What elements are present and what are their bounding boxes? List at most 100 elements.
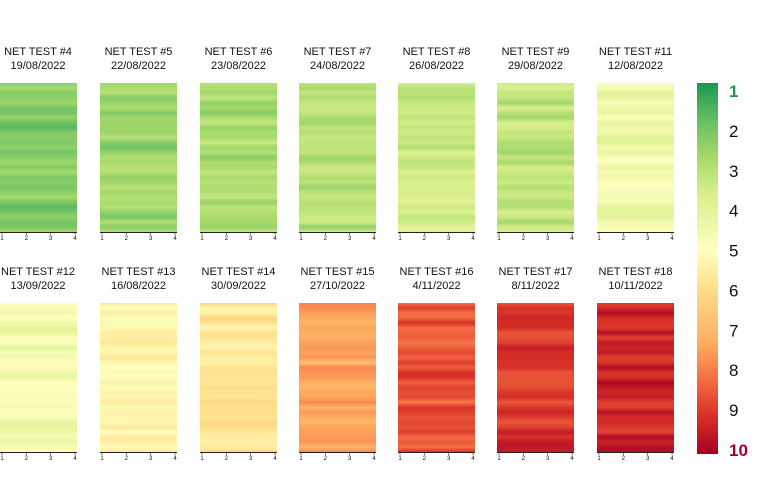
heatmap-cells xyxy=(497,303,574,452)
x-tick-label: 3 xyxy=(546,456,550,462)
panel-title: NET TEST #18 xyxy=(599,266,673,278)
panel-date: 12/08/2022 xyxy=(608,60,663,72)
heatmap-panel: NET TEST #8 26/08/2022 1 2 3 4 xyxy=(398,46,475,242)
colorbar-gradient xyxy=(697,83,718,454)
panel-date: 8/11/2022 xyxy=(511,280,559,292)
colorbar-tick-label: 3 xyxy=(729,162,738,181)
x-tick-label: 2 xyxy=(423,456,427,462)
x-tick-label: 2 xyxy=(324,456,328,462)
x-tick-label: 1 xyxy=(398,236,402,242)
x-tick-label: 1 xyxy=(299,456,303,462)
heatmap-cells xyxy=(100,303,177,452)
x-tick-label: 1 xyxy=(398,456,402,462)
x-tick-label: 3 xyxy=(546,236,550,242)
heatmap-panel: NET TEST #4 19/08/2022 1 2 3 4 xyxy=(0,46,77,242)
panel-title: NET TEST #15 xyxy=(301,266,375,278)
x-tick-label: 2 xyxy=(225,456,229,462)
x-tick-label: 3 xyxy=(348,236,352,242)
panel-title: NET TEST #14 xyxy=(202,266,276,278)
panel-date: 22/08/2022 xyxy=(111,60,166,72)
x-tick-label: 4 xyxy=(73,456,77,462)
panel-title: NET TEST #8 xyxy=(403,46,471,58)
heatmap-cells xyxy=(0,303,77,452)
panel-date: 27/10/2022 xyxy=(310,280,365,292)
x-tick-label: 3 xyxy=(149,236,153,242)
x-tick-label: 1 xyxy=(497,236,501,242)
x-tick-label: 2 xyxy=(522,236,526,242)
x-tick-label: 3 xyxy=(249,236,253,242)
panel-date: 30/09/2022 xyxy=(211,280,266,292)
panel-title: NET TEST #12 xyxy=(1,266,75,278)
x-tick-label: 2 xyxy=(125,236,129,242)
panel-date: 23/08/2022 xyxy=(211,60,266,72)
colorbar-tick-label: 2 xyxy=(729,122,738,141)
x-tick-label: 2 xyxy=(125,456,129,462)
panel-title: NET TEST #7 xyxy=(304,46,372,58)
x-tick-label: 4 xyxy=(372,236,376,242)
x-tick-label: 4 xyxy=(372,456,376,462)
x-tick-label: 4 xyxy=(670,236,674,242)
panel-date: 16/08/2022 xyxy=(111,280,166,292)
x-tick-label: 4 xyxy=(73,236,77,242)
panel-title: NET TEST #17 xyxy=(499,266,573,278)
panel-date: 4/11/2022 xyxy=(412,280,460,292)
x-tick-label: 3 xyxy=(447,236,451,242)
heatmap-panel: NET TEST #17 8/11/2022 1 2 3 4 xyxy=(497,266,574,462)
heatmap-cells xyxy=(497,83,574,232)
heatmap-panel: NET TEST #14 30/09/2022 1 2 3 4 xyxy=(200,266,277,462)
heatmap-panel: NET TEST #18 10/11/2022 1 2 3 4 xyxy=(597,266,674,462)
heatmap-cells xyxy=(200,303,277,452)
panel-title: NET TEST #11 xyxy=(599,46,672,58)
heatmap-panels: NET TEST #4 19/08/2022 1 2 3 4 NET TEST #5 22/0… xyxy=(0,46,674,462)
heatmap-panel: NET TEST #13 16/08/2022 1 2 3 4 xyxy=(100,266,177,462)
x-tick-label: 4 xyxy=(570,236,574,242)
x-tick-label: 4 xyxy=(471,236,475,242)
x-tick-label: 3 xyxy=(49,456,53,462)
x-tick-label: 3 xyxy=(249,456,253,462)
heatmap-panel: NET TEST #16 4/11/2022 1 2 3 4 xyxy=(398,266,475,462)
x-tick-label: 4 xyxy=(173,456,177,462)
x-tick-label: 1 xyxy=(0,456,4,462)
x-tick-label: 4 xyxy=(273,456,277,462)
heatmap-cells xyxy=(0,83,77,232)
panel-title: NET TEST #9 xyxy=(502,46,570,58)
x-tick-label: 2 xyxy=(25,236,29,242)
x-tick-label: 1 xyxy=(0,236,4,242)
x-tick-label: 2 xyxy=(423,236,427,242)
colorbar-tick-label: 8 xyxy=(729,361,738,380)
panel-title: NET TEST #16 xyxy=(400,266,474,278)
panel-title: NET TEST #6 xyxy=(205,46,273,58)
heatmap-panel: NET TEST #7 24/08/2022 1 2 3 4 xyxy=(299,46,376,242)
colorbar-tick-label: 1 xyxy=(729,82,738,101)
panel-date: 29/08/2022 xyxy=(508,60,563,72)
heatmap-panel: NET TEST #12 13/09/2022 1 2 3 4 xyxy=(0,266,77,462)
x-tick-label: 4 xyxy=(173,236,177,242)
x-tick-label: 2 xyxy=(522,456,526,462)
x-tick-label: 1 xyxy=(100,456,104,462)
x-tick-label: 1 xyxy=(200,456,204,462)
x-tick-label: 3 xyxy=(348,456,352,462)
heatmap-panel: NET TEST #11 12/08/2022 1 2 3 4 xyxy=(597,46,674,242)
heatmap-panel: NET TEST #9 29/08/2022 1 2 3 4 xyxy=(497,46,574,242)
x-tick-label: 2 xyxy=(622,236,626,242)
colorbar-tick-label: 6 xyxy=(729,281,738,300)
x-tick-label: 1 xyxy=(597,456,601,462)
heatmap-cells xyxy=(200,83,277,232)
heatmap-cells xyxy=(100,83,177,232)
x-tick-label: 2 xyxy=(622,456,626,462)
panel-title: NET TEST #4 xyxy=(4,46,72,58)
x-tick-label: 1 xyxy=(200,236,204,242)
x-tick-label: 1 xyxy=(299,236,303,242)
panel-date: 19/08/2022 xyxy=(10,60,65,72)
heatmap-cells xyxy=(398,303,475,452)
x-tick-label: 4 xyxy=(570,456,574,462)
heatmap-panel: NET TEST #5 22/08/2022 1 2 3 4 xyxy=(100,46,177,242)
heatmap-cells xyxy=(299,303,376,452)
x-tick-label: 3 xyxy=(49,236,53,242)
x-tick-label: 4 xyxy=(471,456,475,462)
colorbar-tick-label: 4 xyxy=(729,202,738,221)
x-tick-label: 3 xyxy=(646,456,650,462)
panel-title: NET TEST #5 xyxy=(105,46,173,58)
panel-date: 24/08/2022 xyxy=(310,60,365,72)
